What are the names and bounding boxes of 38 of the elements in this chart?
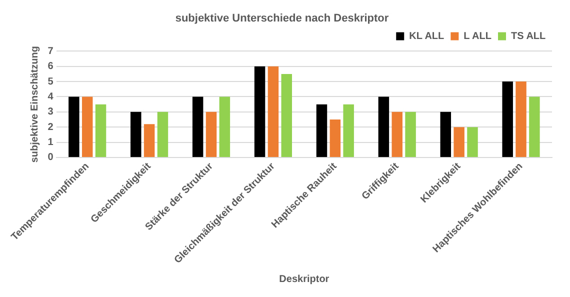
y-tick-label: 7	[48, 46, 54, 57]
bar	[268, 66, 279, 157]
bar	[467, 127, 478, 157]
bar	[68, 96, 80, 157]
bar	[144, 124, 155, 157]
bar	[454, 127, 464, 157]
y-tick-label: 3	[48, 106, 54, 118]
bar	[95, 104, 106, 157]
bar	[529, 96, 540, 157]
y-tick-label: 0	[48, 152, 54, 164]
y-tick-label: 1	[48, 137, 54, 148]
bar	[516, 82, 526, 157]
legend-label: TS ALL	[511, 30, 546, 42]
bar	[440, 112, 452, 157]
y-tick-label: 2	[48, 122, 54, 133]
bar	[502, 82, 513, 157]
bar	[316, 104, 328, 157]
bar	[192, 96, 204, 157]
y-tick-label: 5	[48, 76, 54, 88]
y-tick-label: 4	[48, 91, 54, 102]
bar	[219, 96, 230, 157]
y-axis-title: subjektive Einschätzung	[30, 46, 41, 163]
bar	[405, 112, 416, 157]
legend-label: KL ALL	[409, 30, 444, 42]
x-axis-title: Deskriptor	[279, 274, 330, 285]
bar	[254, 66, 266, 157]
chart-title: subjektive Unterschiede nach Deskriptor	[175, 12, 390, 25]
bar	[330, 120, 341, 157]
bar	[281, 74, 292, 157]
bar	[130, 112, 142, 157]
bar	[206, 112, 217, 157]
bar	[392, 112, 402, 157]
bar	[157, 112, 168, 157]
bar	[82, 96, 93, 157]
bar	[343, 104, 354, 157]
legend-label: L ALL	[464, 30, 492, 42]
bar	[378, 96, 390, 157]
y-tick-label: 6	[48, 61, 54, 72]
